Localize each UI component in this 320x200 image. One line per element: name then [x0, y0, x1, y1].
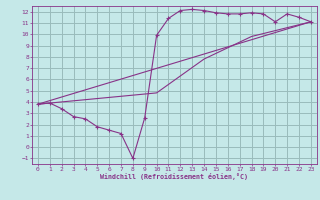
X-axis label: Windchill (Refroidissement éolien,°C): Windchill (Refroidissement éolien,°C) — [100, 173, 248, 180]
